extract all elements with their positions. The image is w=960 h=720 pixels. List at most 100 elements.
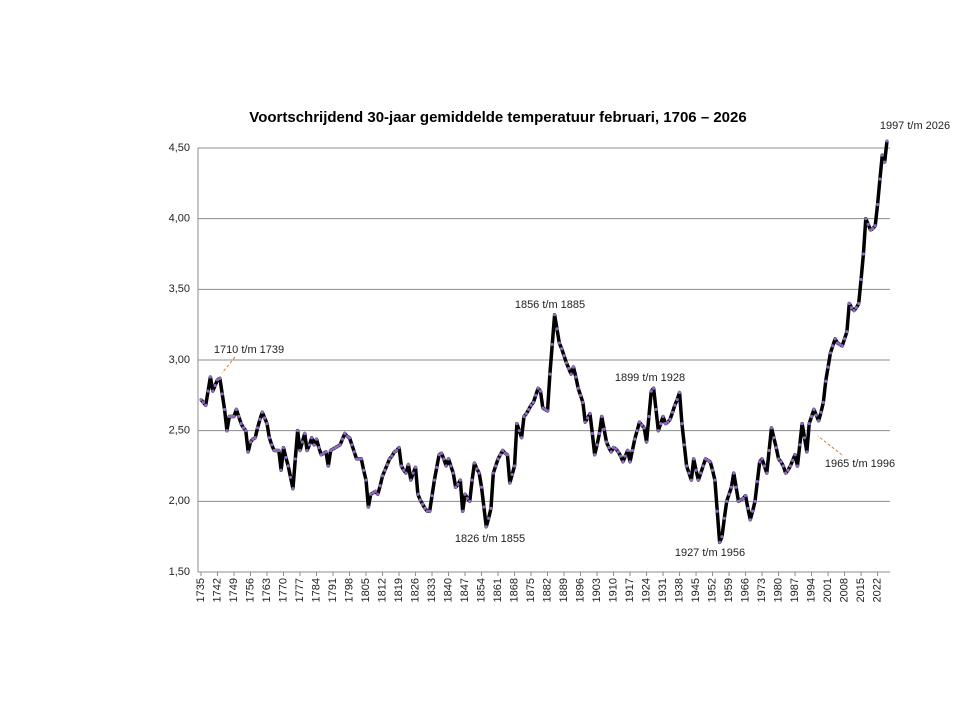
data-point <box>833 337 837 341</box>
data-point <box>399 464 403 468</box>
data-point <box>390 454 394 458</box>
data-point <box>527 407 531 412</box>
x-tick-label: 1994 <box>805 578 817 602</box>
data-point <box>435 465 439 470</box>
data-point <box>793 453 797 457</box>
data-point <box>708 460 712 464</box>
data-point <box>795 464 800 468</box>
data-point <box>847 301 851 306</box>
data-point <box>543 407 547 412</box>
x-tick-label: 1798 <box>343 578 355 602</box>
data-point <box>458 478 462 482</box>
data-point <box>604 440 609 444</box>
data-point <box>600 414 604 419</box>
data-point <box>418 498 422 502</box>
annotation: 1965 t/m 1996 <box>825 458 895 470</box>
data-point <box>689 478 693 482</box>
x-tick-label: 1819 <box>393 578 405 602</box>
data-point <box>760 457 764 461</box>
data-point <box>597 431 601 436</box>
data-point <box>329 448 333 453</box>
data-point <box>784 471 788 475</box>
data-point <box>531 400 535 404</box>
x-tick-label: 1945 <box>690 578 702 602</box>
x-tick-label: 1742 <box>211 578 223 602</box>
data-point <box>244 429 248 433</box>
data-point <box>652 386 656 390</box>
data-point <box>534 393 538 397</box>
data-point <box>331 447 335 451</box>
data-point <box>397 446 401 450</box>
data-point <box>654 407 658 412</box>
data-point <box>305 448 309 453</box>
data-point <box>267 436 271 440</box>
data-point <box>446 457 451 461</box>
x-tick-label: 1826 <box>409 578 421 602</box>
x-tick-label: 2008 <box>838 578 850 602</box>
y-tick-label: 2,50 <box>169 425 190 437</box>
data-point <box>300 440 304 444</box>
data-point <box>880 153 884 157</box>
data-point <box>819 410 823 414</box>
data-point <box>649 389 653 393</box>
data-point <box>470 478 474 482</box>
data-point <box>218 376 222 380</box>
data-point <box>498 453 502 457</box>
x-tick-label: 1847 <box>459 578 471 602</box>
data-point <box>317 446 321 450</box>
data-point <box>505 453 510 457</box>
x-tick-label: 1931 <box>657 578 669 602</box>
data-point <box>885 139 889 143</box>
x-tick-label: 1861 <box>492 578 504 602</box>
data-point <box>277 448 281 453</box>
data-point <box>586 416 590 420</box>
chart-title: Voortschrijdend 30-jaar gemiddelde tempe… <box>249 109 746 126</box>
x-tick-label: 1756 <box>244 578 256 602</box>
data-point <box>619 454 623 458</box>
data-point <box>536 386 540 390</box>
data-point <box>772 436 776 440</box>
x-tick-label: 1917 <box>624 578 636 602</box>
data-point <box>701 464 705 468</box>
data-point <box>258 417 262 421</box>
data-point <box>776 457 781 461</box>
data-point <box>616 450 620 454</box>
x-tick-label: 1805 <box>360 578 372 602</box>
data-point <box>685 464 689 468</box>
data-point <box>343 431 347 436</box>
data-point <box>423 506 427 510</box>
data-point <box>284 455 288 460</box>
data-point <box>508 481 512 485</box>
x-tick-label: 1791 <box>327 578 339 602</box>
x-tick-label: 1980 <box>772 578 784 602</box>
data-point <box>538 389 543 393</box>
data-point <box>670 410 675 414</box>
data-point <box>779 460 783 464</box>
data-point <box>722 516 726 520</box>
data-point <box>465 496 469 501</box>
data-point <box>248 440 253 444</box>
y-tick-label: 4,50 <box>169 142 190 154</box>
data-point <box>220 392 224 396</box>
data-point <box>451 471 455 475</box>
data-point <box>859 277 863 282</box>
data-point <box>850 306 854 310</box>
data-point <box>609 450 613 454</box>
data-point <box>602 427 606 431</box>
data-point <box>743 494 748 498</box>
data-point <box>668 417 672 421</box>
data-point <box>376 492 380 496</box>
data-point <box>560 347 564 351</box>
data-point <box>222 407 227 412</box>
data-point <box>333 446 337 450</box>
data-point <box>588 412 592 416</box>
data-point <box>199 397 203 402</box>
data-point <box>541 406 545 410</box>
data-point <box>383 468 387 472</box>
data-point <box>241 426 246 430</box>
data-point <box>272 448 276 453</box>
data-point <box>659 422 663 426</box>
data-point <box>635 429 639 433</box>
data-point <box>253 436 257 440</box>
